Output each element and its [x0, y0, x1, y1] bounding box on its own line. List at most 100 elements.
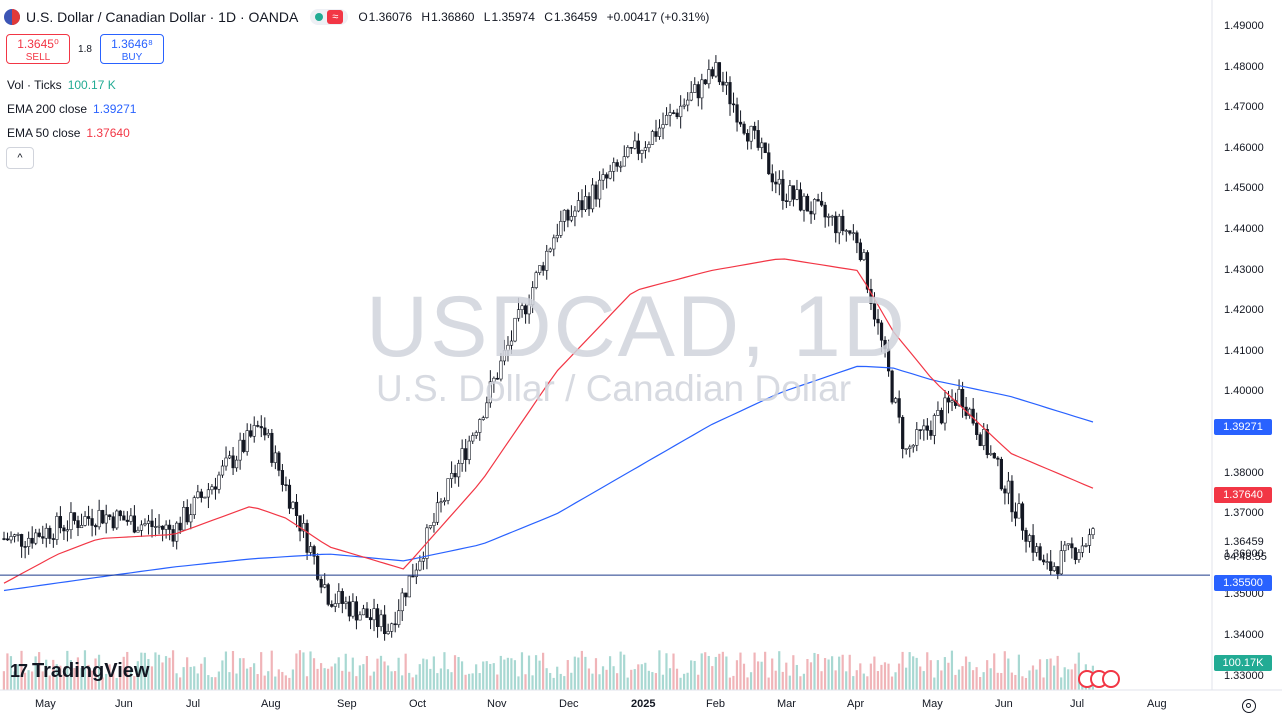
volume-bar [45, 659, 48, 690]
candle-body [827, 216, 831, 218]
hline-price-tag: 1.35500 [1214, 575, 1272, 591]
time-tick-label: Jun [995, 698, 1013, 710]
candle-body [474, 432, 478, 436]
events-icon[interactable] [1078, 670, 1120, 688]
volume-bar [157, 654, 161, 690]
volume-bar [534, 655, 538, 690]
volume-bar [739, 652, 742, 690]
volume-bar [133, 676, 136, 690]
candle-body [94, 525, 98, 528]
candle-body [175, 522, 179, 542]
chevron-up-icon[interactable]: ^ [6, 147, 34, 169]
candle-body [90, 518, 94, 526]
volume-bar [6, 653, 9, 690]
buy-button[interactable]: 1.3646⁸ BUY [100, 34, 164, 64]
volume-bar [457, 656, 460, 690]
candle-body [894, 398, 898, 403]
volume-bar [186, 657, 189, 690]
candle-body [770, 173, 774, 183]
candle-body [996, 457, 1000, 460]
candle-body [351, 601, 355, 617]
candle-body [918, 429, 922, 431]
sell-button[interactable]: 1.3645⁰ SELL [6, 34, 70, 64]
volume-bar [1003, 651, 1006, 690]
volume-bar [105, 673, 108, 690]
volume-bar [182, 667, 185, 690]
volume-bar [1042, 677, 1045, 690]
volume-bar [355, 676, 358, 690]
volume-bar [302, 652, 305, 690]
candle-body [256, 425, 260, 427]
volume-bar [94, 658, 97, 690]
volume-bar [862, 673, 865, 690]
volume-bar [1063, 667, 1066, 690]
candle-body [457, 463, 461, 478]
candle-body [439, 501, 443, 504]
volume-bar [760, 661, 763, 690]
candle-body [939, 410, 944, 424]
candle-body [961, 388, 965, 408]
candle-body [1059, 550, 1063, 575]
volume-bar [323, 668, 326, 690]
candle-body [333, 603, 337, 607]
volume-bar [235, 673, 238, 690]
candle-body [344, 601, 348, 604]
indicator-ema200[interactable]: EMA 200 close 1.39271 [7, 102, 137, 116]
volume-bar [785, 662, 788, 690]
candle-body [153, 526, 158, 528]
candle-body [820, 200, 824, 206]
volume-bar [341, 670, 344, 690]
volume-bar [482, 661, 485, 690]
candle-body [999, 458, 1003, 490]
candle-body [855, 232, 859, 244]
candle-body [816, 199, 820, 202]
volume-bar [253, 663, 256, 690]
volume-bar [376, 658, 379, 690]
volume-bar [422, 658, 425, 690]
volume-bar [453, 655, 457, 690]
candle-body [523, 305, 528, 315]
candle-body [908, 446, 912, 449]
indicator-ema50[interactable]: EMA 50 close 1.37640 [7, 126, 130, 140]
candle-body [742, 123, 746, 134]
volume-bar [838, 656, 841, 690]
candle-body [693, 84, 697, 93]
volume-bar [975, 667, 978, 690]
time-tick-label: Sep [337, 698, 357, 710]
gear-icon[interactable] [1242, 699, 1256, 713]
volume-bar [436, 673, 439, 690]
volume-bar [115, 677, 118, 690]
volume-bar [281, 671, 284, 690]
market-status[interactable]: ≈ [310, 9, 349, 25]
candle-body [837, 215, 841, 234]
volume-bar [316, 668, 319, 690]
candle-body [876, 318, 880, 324]
volume-bar [841, 654, 844, 690]
candle-body [51, 538, 55, 540]
candle-body [559, 221, 563, 236]
volume-bar [880, 664, 883, 690]
indicator-volume[interactable]: Vol · Ticks 100.17 K [7, 78, 116, 92]
candle-body [206, 489, 211, 498]
candle-body [605, 174, 609, 179]
volume-bar [873, 656, 876, 690]
time-tick-label: Nov [487, 698, 507, 710]
volume-bar [27, 670, 30, 690]
volume-bar [358, 665, 361, 690]
volume-bar [41, 671, 44, 690]
tradingview-logo[interactable]: 17 TradingView [10, 660, 149, 683]
currency-flag-icon [4, 9, 20, 25]
volume-bar [584, 656, 587, 690]
candle-body [566, 209, 570, 221]
volume-bar [450, 672, 453, 690]
candle-body [552, 237, 556, 250]
candle-body [1073, 547, 1077, 560]
candle-body [1024, 530, 1028, 542]
candle-body [488, 381, 492, 404]
candle-body [555, 235, 559, 239]
candle-body [442, 500, 447, 503]
symbol-title[interactable]: U.S. Dollar / Canadian Dollar · 1D · OAN… [26, 9, 299, 25]
volume-bar [926, 652, 929, 690]
volume-bar [224, 651, 228, 690]
